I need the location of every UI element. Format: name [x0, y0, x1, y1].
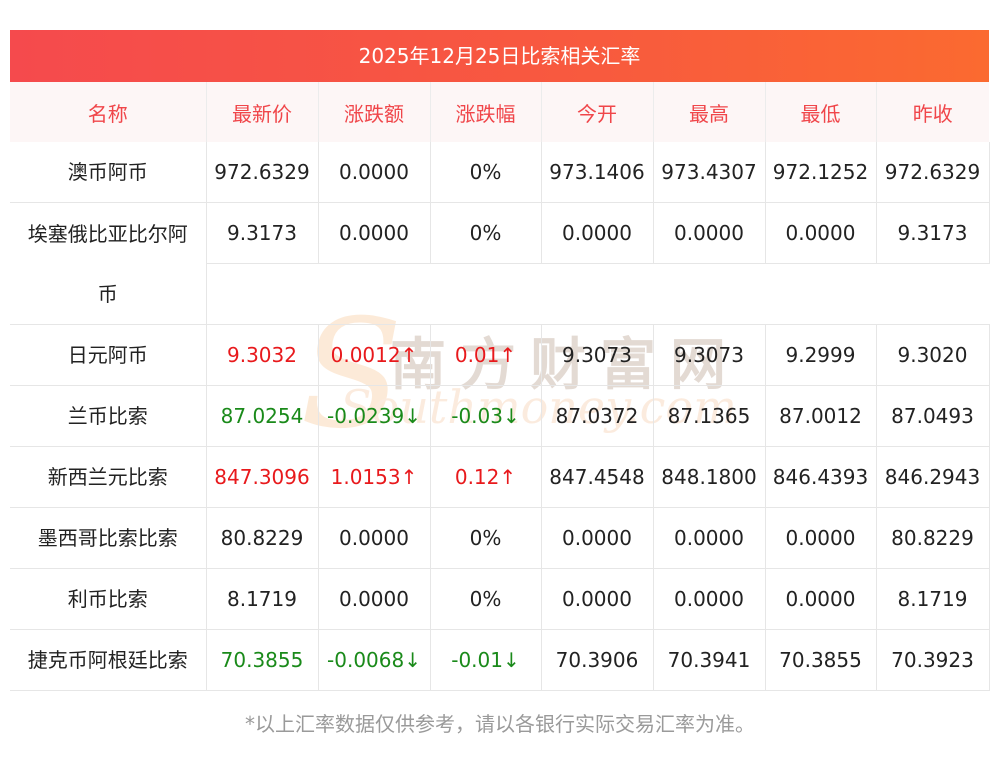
currency-name-line: 币 [97, 281, 118, 306]
currency-name: 墨西哥比索比索 [10, 507, 207, 569]
cell-low: 70.3855 [765, 629, 877, 691]
cell-pct: 0% [430, 568, 542, 630]
currency-name-line: 捷克币阿根廷比索 [27, 648, 188, 672]
cell-prev: 80.8229 [876, 507, 990, 569]
header-high: 最高 [653, 82, 766, 142]
cell-low: 846.4393 [765, 446, 877, 508]
header-latest: 最新价 [206, 82, 319, 142]
cell-latest: 8.1719 [206, 568, 319, 630]
cell-open: 70.3906 [541, 629, 654, 691]
cell-low: 0.0000 [765, 568, 877, 630]
cell-latest: 972.6329 [206, 142, 319, 203]
cell-prev: 87.0493 [876, 385, 990, 447]
currency-name-line: 埃塞俄比亚比尔阿 [27, 221, 188, 246]
header-prev: 昨收 [876, 82, 989, 142]
cell-pct: 0.01↑ [430, 324, 542, 386]
header-pct: 涨跌幅 [430, 82, 542, 142]
currency-name: 新西兰元比索 [10, 446, 207, 508]
table-row: 兰币比索 87.0254 -0.0239↓ -0.03↓ 87.0372 87.1365 8… [10, 385, 990, 447]
cell-change: 0.0012↑ [318, 324, 431, 386]
cell-prev: 846.2943 [876, 446, 990, 508]
cell-change: 0.0000 [318, 142, 431, 203]
cell-low: 87.0012 [765, 385, 877, 447]
table-row: 澳币阿币 972.6329 0.0000 0% 973.1406 973.4307 972.… [10, 142, 990, 203]
cell-change: 0.0000 [318, 568, 431, 630]
cell-open: 847.4548 [541, 446, 654, 508]
table-row: 新西兰元比索 847.3096 1.0153↑ 0.12↑ 847.4548 848.18… [10, 446, 990, 508]
cell-high: 9.3073 [653, 324, 766, 386]
cell-low: 0.0000 [765, 507, 877, 569]
currency-name: 澳币阿币 [10, 142, 207, 203]
cell-prev: 972.6329 [876, 142, 990, 203]
cell-pct: -0.01↓ [430, 629, 542, 691]
table-row: 日元阿币 9.3032 0.0012↑ 0.01↑ 9.3073 9.3073 9.2999… [10, 324, 990, 386]
cell-latest: 87.0254 [206, 385, 319, 447]
cell-low: 0.0000 [765, 202, 877, 264]
table-row: 捷克币阿根廷比索 70.3855 -0.0068↓ -0.01↓ 70.3906 70.3… [10, 629, 990, 691]
cell-latest: 847.3096 [206, 446, 319, 508]
header-low: 最低 [765, 82, 877, 142]
empty-cell [206, 263, 989, 325]
cell-prev: 9.3020 [876, 324, 990, 386]
header-open: 今开 [541, 82, 654, 142]
cell-change: 1.0153↑ [318, 446, 431, 508]
cell-pct: 0% [430, 507, 542, 569]
cell-high: 0.0000 [653, 507, 766, 569]
cell-change: 0.0000 [318, 202, 431, 264]
table-row: 利币比索 8.1719 0.0000 0% 0.0000 0.0000 0.0000 8.17… [10, 568, 990, 630]
cell-latest: 80.8229 [206, 507, 319, 569]
table-row: 埃塞俄比亚比尔阿币 9.3173 0.0000 0% 0.0000 0.0000 0.000… [10, 202, 990, 325]
cell-high: 87.1365 [653, 385, 766, 447]
cell-latest: 70.3855 [206, 629, 319, 691]
cell-change: -0.0239↓ [318, 385, 431, 447]
currency-name-line: 澳币阿币 [67, 160, 148, 184]
currency-name: 埃塞俄比亚比尔阿币 [10, 202, 207, 325]
cell-high: 0.0000 [653, 202, 766, 264]
cell-pct: 0% [430, 202, 542, 264]
currency-name: 日元阿币 [10, 324, 207, 386]
cell-pct: -0.03↓ [430, 385, 542, 447]
header-name: 名称 [10, 82, 207, 142]
cell-high: 973.4307 [653, 142, 766, 203]
cell-open: 9.3073 [541, 324, 654, 386]
header-change: 涨跌额 [318, 82, 431, 142]
currency-name: 捷克币阿根廷比索 [10, 629, 207, 691]
cell-high: 848.1800 [653, 446, 766, 508]
currency-name: 兰币比索 [10, 385, 207, 447]
cell-open: 0.0000 [541, 507, 654, 569]
cell-open: 87.0372 [541, 385, 654, 447]
cell-change: -0.0068↓ [318, 629, 431, 691]
table-row: 墨西哥比索比索 80.8229 0.0000 0% 0.0000 0.0000 0.0000… [10, 507, 990, 569]
table-row-continuation [10, 263, 989, 325]
currency-name-line: 新西兰元比索 [47, 465, 168, 489]
currency-name-line: 利币比索 [67, 587, 148, 611]
currency-name-line: 墨西哥比索比索 [37, 526, 178, 550]
cell-latest: 9.3173 [206, 202, 319, 264]
cell-pct: 0.12↑ [430, 446, 542, 508]
cell-prev: 70.3923 [876, 629, 990, 691]
cell-open: 973.1406 [541, 142, 654, 203]
rates-table: 名称 最新价 涨跌额 涨跌幅 今开 最高 最低 昨收 澳币阿币 972.6329 0… [10, 82, 990, 691]
header-row: 名称 最新价 涨跌额 涨跌幅 今开 最高 最低 昨收 [10, 82, 989, 142]
cell-high: 0.0000 [653, 568, 766, 630]
cell-change: 0.0000 [318, 507, 431, 569]
cell-prev: 8.1719 [876, 568, 990, 630]
cell-low: 9.2999 [765, 324, 877, 386]
cell-high: 70.3941 [653, 629, 766, 691]
cell-open: 0.0000 [541, 568, 654, 630]
cell-open: 0.0000 [541, 202, 654, 264]
currency-name-line: 日元阿币 [67, 343, 148, 367]
disclaimer-note: *以上汇率数据仅供参考，请以各银行实际交易汇率为准。 [245, 712, 755, 736]
cell-prev: 9.3173 [876, 202, 990, 264]
currency-name: 利币比索 [10, 568, 207, 630]
cell-latest: 9.3032 [206, 324, 319, 386]
currency-name-line: 兰币比索 [67, 404, 148, 428]
rates-panel: 2025年12月25日比索相关汇率 名称 最新价 涨跌额 涨跌幅 今开 最高 最… [10, 30, 990, 691]
cell-pct: 0% [430, 142, 542, 203]
table-title: 2025年12月25日比索相关汇率 [10, 30, 989, 82]
cell-low: 972.1252 [765, 142, 877, 203]
